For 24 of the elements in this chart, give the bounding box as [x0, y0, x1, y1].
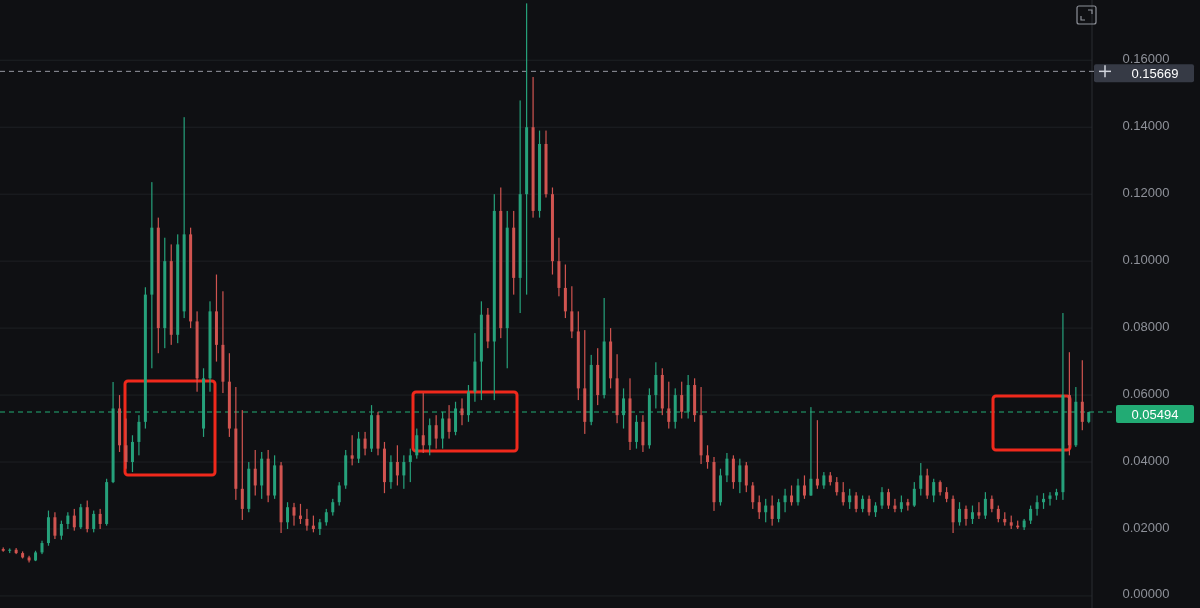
ref-line-label: 0.15669	[1131, 65, 1179, 81]
y-tick-label: 0.16000	[1122, 50, 1170, 66]
candlestick	[1048, 492, 1052, 506]
candlestick	[363, 431, 367, 456]
candlestick	[977, 502, 981, 519]
y-tick-label: 0.00000	[1122, 586, 1170, 602]
ref-line-label: 0.05494	[1131, 406, 1179, 422]
candlestick	[124, 418, 128, 469]
y-tick-label: 0.14000	[1122, 117, 1170, 133]
candlestick	[447, 405, 451, 439]
y-tick-label: 0.06000	[1122, 385, 1170, 401]
candlestick	[1035, 495, 1039, 516]
candlestick	[221, 291, 225, 394]
candlestick	[783, 488, 787, 513]
y-tick-label: 0.08000	[1122, 318, 1170, 334]
y-tick-label: 0.04000	[1122, 452, 1170, 468]
candlestick	[305, 508, 309, 531]
candlestick	[460, 398, 464, 426]
candlestick	[473, 333, 477, 402]
candlestick	[292, 502, 296, 526]
y-tick-label: 0.10000	[1122, 251, 1170, 267]
candlestick	[893, 498, 897, 513]
y-tick-label: 0.02000	[1122, 519, 1170, 535]
y-tick-label: 0.12000	[1122, 184, 1170, 200]
